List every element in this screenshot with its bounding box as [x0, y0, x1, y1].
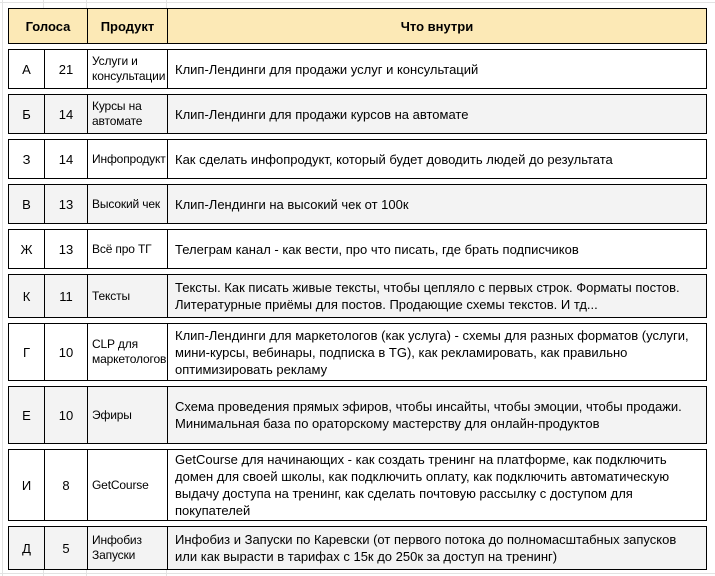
cell-votes-count[interactable]: 13	[44, 230, 87, 268]
margin-gridline-stub	[86, 570, 87, 576]
cell-votes-count[interactable]: 11	[44, 275, 87, 317]
margin-gridline-left	[2, 0, 3, 576]
cell-product-name[interactable]: Эфиры	[87, 387, 167, 443]
cell-description[interactable]: Инфобиз и Запуски по Каревски (от первог…	[167, 527, 706, 569]
cell-product-name[interactable]: Услуги и консультации	[87, 50, 167, 88]
table-row: Б 14 Курсы на автомате Клип-Лендинги для…	[8, 94, 707, 134]
cell-product-name[interactable]: Инфобиз Запуски	[87, 527, 167, 569]
cell-product-name[interactable]: Тексты	[87, 275, 167, 317]
cell-product-name[interactable]: Всё про ТГ	[87, 230, 167, 268]
table-row: В 13 Высокий чек Клип-Лендинги на высоки…	[8, 184, 707, 224]
cell-option-letter[interactable]: К	[22, 288, 31, 304]
cell-option-letter[interactable]: Г	[22, 344, 31, 360]
margin-gridline-stub	[86, 0, 87, 8]
table-row: Г 10 CLP для маркетологов Клип-Лендинги …	[8, 323, 707, 381]
cell-votes-count[interactable]: 10	[44, 387, 87, 443]
cell-description[interactable]: Тексты. Как писать живые тексты, чтобы ц…	[167, 275, 706, 317]
cell-votes-count[interactable]: 10	[44, 324, 87, 380]
table-header-row: Голоса Продукт Что внутри	[8, 8, 707, 44]
cell-description[interactable]: Клип-Лендинги для продажи услуг и консул…	[167, 50, 706, 88]
votes-table: Голоса Продукт Что внутри А 21 Услуги и …	[8, 8, 707, 570]
cell-option-letter[interactable]: Б	[22, 106, 31, 122]
cell-votes-count[interactable]: 21	[44, 50, 87, 88]
cell-description[interactable]: Клип-Лендинги для продажи курсов на авто…	[167, 95, 706, 133]
cell-votes-count[interactable]: 8	[44, 450, 87, 520]
cell-option-letter[interactable]: Е	[22, 407, 31, 423]
cell-option-letter[interactable]: Ж	[20, 241, 33, 257]
margin-gridline-top	[0, 2, 715, 3]
table-row: И 8 GetCourse GetCourse для начинающих -…	[8, 449, 707, 521]
cell-description[interactable]: GetCourse для начинающих - как создать т…	[167, 450, 706, 520]
margin-gridline-stub	[166, 0, 167, 8]
cell-option-letter[interactable]: Д	[22, 540, 31, 556]
cell-product-name[interactable]: Высокий чек	[87, 185, 167, 223]
cell-product-name[interactable]: GetCourse	[87, 450, 167, 520]
cell-option-letter[interactable]: В	[22, 196, 31, 212]
cell-votes-count[interactable]: 13	[44, 185, 87, 223]
cell-votes-count[interactable]: 14	[44, 95, 87, 133]
cell-votes-count[interactable]: 14	[44, 140, 87, 178]
cell-description[interactable]: Телеграм канал - как вести, про что писа…	[167, 230, 706, 268]
cell-votes-count[interactable]: 5	[44, 527, 87, 569]
table-row: Д 5 Инфобиз Запуски Инфобиз и Запуски по…	[8, 526, 707, 570]
cell-description[interactable]: Клип-Лендинги на высокий чек от 100к	[167, 185, 706, 223]
margin-gridline-stub	[43, 0, 44, 8]
margin-gridline-bottom	[0, 573, 715, 574]
cell-option-letter[interactable]: З	[22, 151, 31, 167]
cell-description[interactable]: Схема проведения прямых эфиров, чтобы ин…	[167, 387, 706, 443]
cell-product-name[interactable]: Курсы на автомате	[87, 95, 167, 133]
table-row: А 21 Услуги и консультации Клип-Лендинги…	[8, 49, 707, 89]
margin-gridline-stub	[43, 570, 44, 576]
cell-option-letter[interactable]: А	[22, 61, 31, 77]
margin-gridline-stub	[166, 570, 167, 576]
cell-product-name[interactable]: Инфопродукт	[87, 140, 167, 178]
table-row: Ж 13 Всё про ТГ Телеграм канал - как вес…	[8, 229, 707, 269]
cell-option-letter[interactable]: И	[21, 477, 32, 493]
header-cell-product[interactable]: Продукт	[87, 9, 167, 43]
table-row: Е 10 Эфиры Схема проведения прямых эфиро…	[8, 386, 707, 444]
cell-product-name[interactable]: CLP для маркетологов	[87, 324, 167, 380]
cell-description[interactable]: Клип-Лендинги для маркетологов (как услу…	[167, 324, 706, 380]
table-row: З 14 Инфопродукт Как сделать инфопродукт…	[8, 139, 707, 179]
cell-description[interactable]: Как сделать инфопродукт, который будет д…	[167, 140, 706, 178]
header-cell-votes[interactable]: Голоса	[25, 18, 71, 34]
header-cell-inside[interactable]: Что внутри	[167, 9, 706, 43]
table-row: К 11 Тексты Тексты. Как писать живые тек…	[8, 274, 707, 318]
